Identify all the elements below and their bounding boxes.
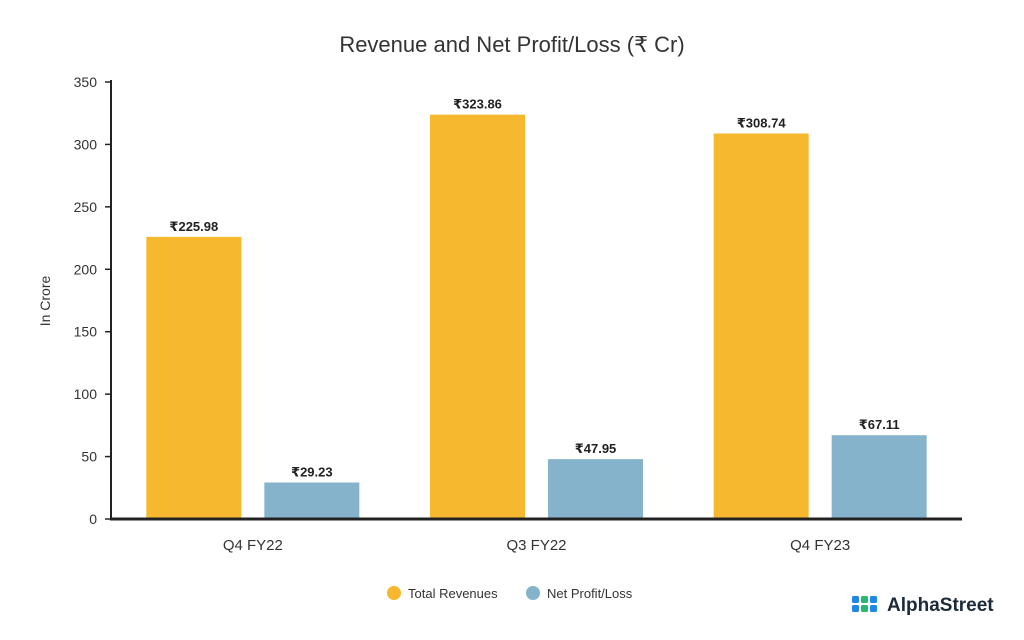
data-label-total-revenues: ₹323.86 bbox=[453, 97, 502, 112]
data-label-total-revenues: ₹308.74 bbox=[737, 116, 787, 131]
legend-marker-net-profit-loss bbox=[526, 586, 540, 600]
y-tick-label: 100 bbox=[74, 386, 98, 402]
y-tick-label: 200 bbox=[74, 261, 98, 277]
data-labels-group: ₹225.98 ₹29.23 ₹323.86 ₹47.95 ₹308.74 ₹67.11 bbox=[169, 97, 899, 480]
bar-net-profit-loss bbox=[548, 459, 643, 519]
alphastreet-logo-icon bbox=[852, 596, 877, 612]
legend: Total Revenues Net Profit/Loss bbox=[387, 586, 633, 601]
bar-total-revenues bbox=[146, 236, 242, 519]
y-tick-label: 250 bbox=[74, 199, 98, 215]
bar-total-revenues bbox=[430, 114, 525, 519]
y-tick-label: 350 bbox=[74, 74, 98, 90]
x-category-label: Q4 FY23 bbox=[790, 537, 850, 554]
y-tick-label: 300 bbox=[74, 136, 98, 152]
legend-label-total-revenues: Total Revenues bbox=[408, 586, 498, 601]
y-axis-ticks: 0 50 100 150 200 250 300 350 bbox=[74, 74, 111, 527]
bars-group bbox=[146, 114, 927, 519]
alphastreet-logo: AlphaStreet bbox=[852, 595, 994, 616]
data-label-net-profit-loss: ₹47.95 bbox=[575, 441, 617, 456]
x-category-label: Q4 FY22 bbox=[223, 537, 283, 554]
y-axis-label: In Crore bbox=[37, 276, 53, 327]
bar-net-profit-loss bbox=[264, 482, 360, 519]
x-axis-categories: Q4 FY22 Q3 FY22 Q4 FY23 bbox=[223, 537, 850, 554]
bar-total-revenues bbox=[713, 133, 809, 519]
bar-net-profit-loss bbox=[831, 435, 927, 519]
chart-title: Revenue and Net Profit/Loss (₹ Cr) bbox=[339, 32, 684, 57]
data-label-total-revenues: ₹225.98 bbox=[169, 219, 218, 234]
y-tick-label: 0 bbox=[89, 511, 97, 527]
data-label-net-profit-loss: ₹29.23 bbox=[291, 465, 333, 480]
data-label-net-profit-loss: ₹67.11 bbox=[859, 417, 900, 432]
brand-name: AlphaStreet bbox=[887, 595, 994, 616]
y-tick-label: 150 bbox=[74, 324, 98, 340]
y-tick-label: 50 bbox=[81, 449, 97, 465]
legend-marker-total-revenues bbox=[387, 586, 401, 600]
legend-label-net-profit-loss: Net Profit/Loss bbox=[547, 586, 633, 601]
x-category-label: Q3 FY22 bbox=[506, 537, 566, 554]
